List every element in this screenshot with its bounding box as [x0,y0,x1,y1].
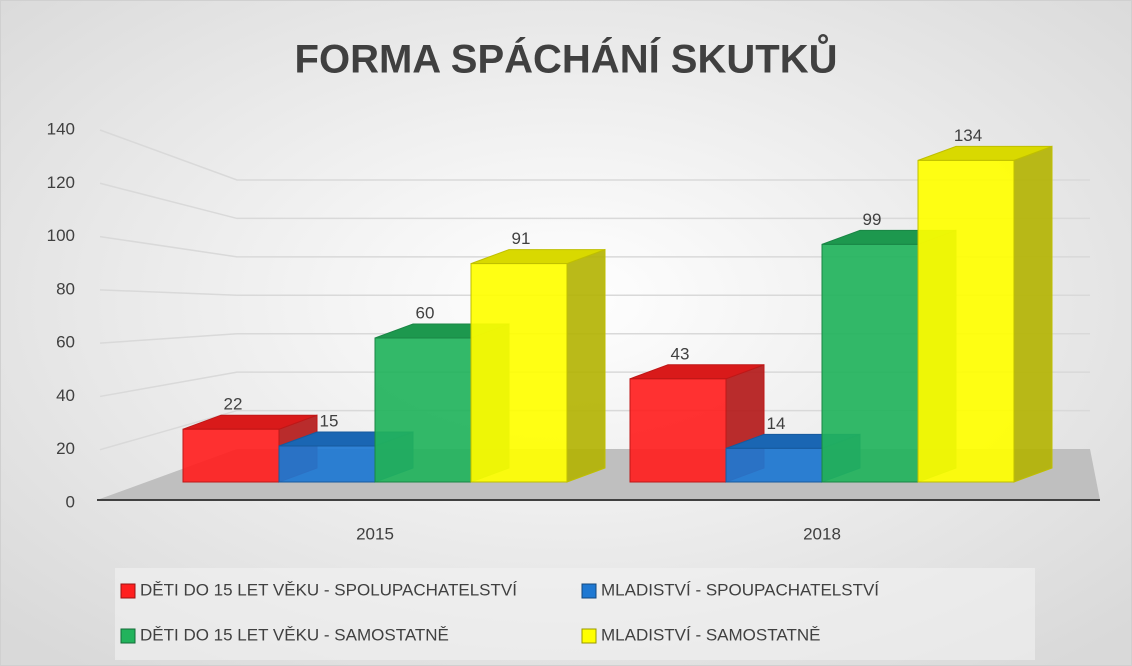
data-label: 15 [320,411,339,430]
bar [470,263,568,483]
bar-side [1013,145,1053,483]
bar [374,337,472,483]
y-tick-label: 0 [66,492,75,511]
legend-swatch [581,628,597,644]
grid-line [99,182,1090,220]
y-tick-label: 140 [47,119,75,138]
grid-line [99,289,1090,297]
bar [629,378,727,483]
grid-line [99,235,1090,258]
data-label: 43 [671,344,690,363]
legend-label: MLADISTVÍ - SPOUPACHATELSTVÍ [601,580,879,599]
bar [182,428,280,483]
legend-swatch [120,583,136,599]
grid-line [99,409,1090,451]
y-tick-label: 20 [56,439,75,458]
data-label: 60 [416,303,435,322]
y-tick-label: 100 [47,226,75,245]
y-tick-label: 80 [56,279,75,298]
bar-side [566,248,606,483]
x-tick-label: 2018 [803,524,841,543]
x-tick-label: 2015 [356,524,394,543]
y-tick-label: 60 [56,333,75,352]
grid-line [99,129,1090,181]
data-label: 99 [863,210,882,229]
data-label: 14 [767,414,786,433]
legend-label: DĚTI DO 15 LET VĚKU - SAMOSTATNĚ [140,625,449,644]
y-tick-label: 40 [56,386,75,405]
legend-swatch [581,583,597,599]
bar [725,447,823,483]
legend-swatch [120,628,136,644]
bar [917,159,1015,483]
bar [278,445,376,483]
legend-box [115,568,1035,660]
y-tick-label: 120 [47,173,75,192]
legend-label: DĚTI DO 15 LET VĚKU - SPOLUPACHATELSTVÍ [140,580,517,599]
grid-line [99,332,1090,344]
legend-label: MLADISTVÍ - SAMOSTATNĚ [601,625,820,644]
data-label: 134 [954,126,982,145]
bar [821,243,919,483]
data-label: 22 [224,395,243,414]
data-label: 91 [512,229,531,248]
chart-title: FORMA SPÁCHÁNÍ SKUTKŮ [295,33,838,82]
grid-line [99,371,1090,398]
